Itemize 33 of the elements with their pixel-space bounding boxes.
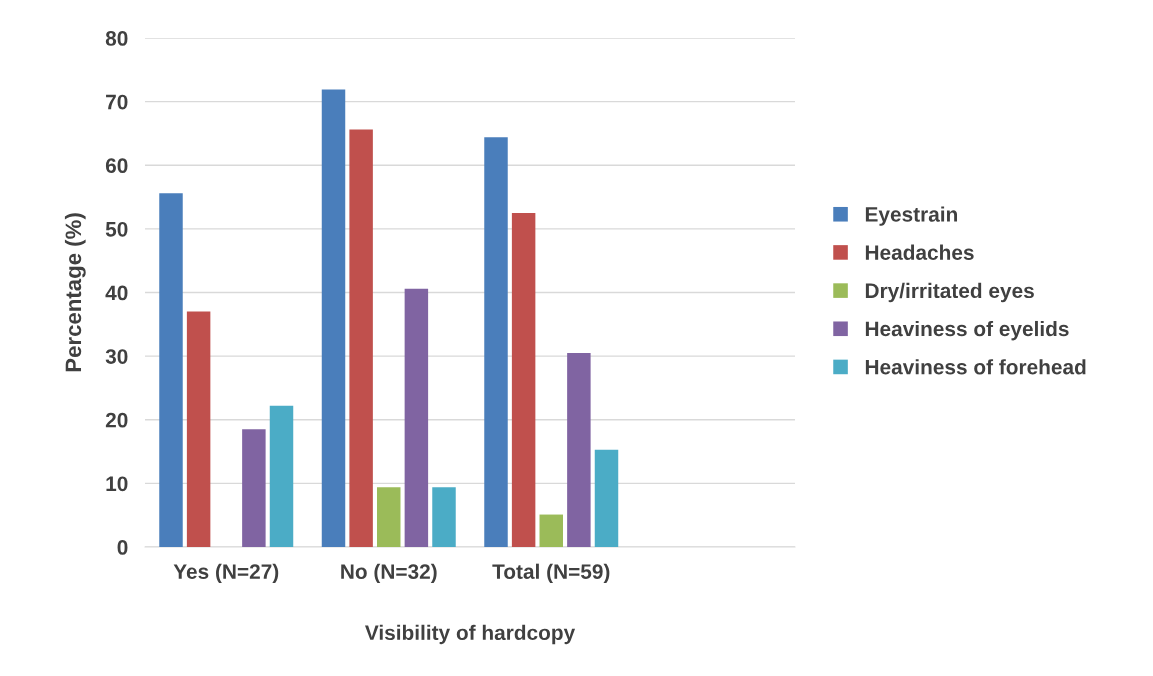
legend-label: Dry/irritated eyes — [865, 282, 1034, 303]
y-tick-label: 70 — [106, 94, 128, 110]
x-tick-label: No (N=32) — [341, 563, 437, 584]
bar — [349, 129, 373, 547]
bar — [404, 288, 429, 547]
y-tick-label: 80 — [105, 31, 128, 46]
y-tick-label: 40 — [105, 285, 128, 301]
bar — [377, 487, 401, 547]
legend-label: Heaviness of eyelids — [865, 320, 1069, 341]
bar — [432, 487, 456, 547]
legend-label: Headaches — [865, 244, 974, 260]
bar — [567, 352, 591, 547]
bar — [539, 514, 563, 547]
y-tick-label: 10 — [106, 476, 128, 492]
bar — [269, 405, 294, 547]
y-tick-label: 60 — [105, 158, 128, 173]
bar — [321, 89, 346, 547]
bar — [242, 429, 266, 547]
bar — [484, 137, 508, 547]
bar — [511, 212, 536, 547]
y-tick-label: 30 — [105, 349, 128, 364]
y-tick-label: 20 — [105, 412, 128, 428]
y-tick-label: 0 — [117, 540, 128, 555]
y-axis-title: Percentage (%) — [64, 213, 86, 372]
bar — [594, 449, 619, 547]
bar — [159, 193, 183, 547]
legend-label: Eyestrain — [865, 206, 958, 226]
bar — [186, 311, 211, 547]
y-tick-label: 50 — [105, 221, 128, 237]
x-tick-label: Yes (N=27) — [173, 563, 279, 584]
x-tick-label: Total (N=59) — [492, 563, 610, 584]
legend-label: Heaviness of forehead — [865, 359, 1086, 375]
x-axis-title: Visibility of hardcopy — [364, 624, 576, 645]
